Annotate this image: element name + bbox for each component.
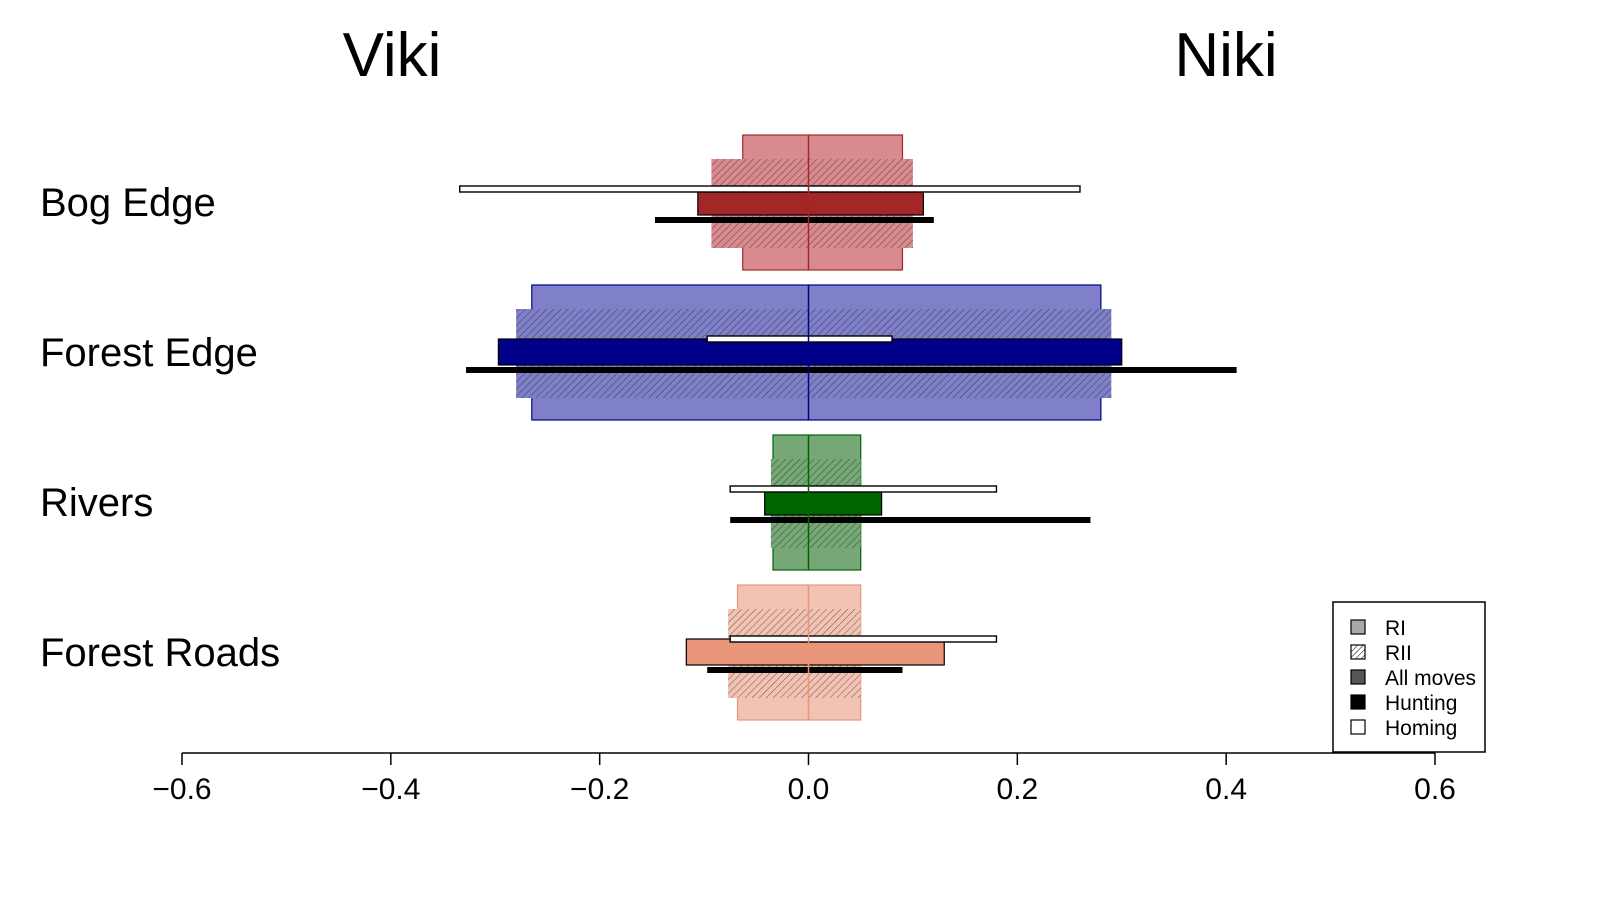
- legend-label-ri: RI: [1385, 617, 1406, 640]
- bar-rivers-homing: [729, 485, 998, 493]
- category-label-forest-edge: Forest Edge: [40, 331, 258, 375]
- bar-forest-roads-all-moves: [685, 638, 945, 666]
- legend-label-homing: Homing: [1385, 717, 1457, 740]
- bar-bog-edge-hunting: [655, 217, 934, 223]
- category-group-rivers: [729, 434, 1091, 571]
- x-tick-label: 0.4: [1205, 773, 1247, 806]
- x-tick-label: 0.6: [1414, 773, 1456, 806]
- category-label-bog-edge: Bog Edge: [40, 181, 216, 225]
- x-tick-label: 0.2: [996, 773, 1038, 806]
- category-label-rivers: Rivers: [40, 481, 153, 525]
- x-axis: −0.6 −0.4 −0.2 0.0 0.2 0.4 0.6: [152, 752, 1456, 806]
- x-tick-label: 0.0: [788, 773, 830, 806]
- bar-forest-roads-homing: [729, 635, 998, 643]
- x-tick-label: −0.4: [361, 773, 420, 806]
- left-title: Viki: [343, 21, 442, 90]
- category-label-forest-roads: Forest Roads: [40, 631, 280, 675]
- legend-swatch-rii: [1350, 644, 1366, 660]
- x-tick-label: −0.6: [152, 773, 211, 806]
- legend-label-all-moves: All moves: [1385, 667, 1476, 690]
- legend-swatch-hunting: [1350, 694, 1366, 710]
- category-labels: Bog Edge Forest Edge Rivers Forest Roads: [40, 181, 280, 675]
- bar-rivers-all-moves: [764, 488, 883, 516]
- bar-forest-edge-hunting: [466, 367, 1237, 373]
- bar-rivers-hunting: [730, 517, 1091, 523]
- right-title: Niki: [1174, 21, 1277, 90]
- legend-swatch-all-moves: [1350, 669, 1366, 685]
- category-group-forest-edge: [466, 284, 1237, 421]
- legend-swatch-homing: [1350, 719, 1366, 735]
- bar-bog-edge-all-moves: [697, 188, 924, 216]
- legend-label-hunting: Hunting: [1385, 692, 1457, 715]
- bar-bog-edge-homing: [459, 185, 1081, 193]
- bar-forest-roads-hunting: [707, 667, 903, 673]
- bar-forest-edge-homing: [706, 335, 893, 343]
- legend-label-rii: RII: [1385, 642, 1412, 665]
- bars-group: [459, 134, 1237, 721]
- category-group-bog-edge: [459, 134, 1081, 271]
- category-group-forest-roads: [685, 584, 998, 721]
- legend-swatch-ri: [1350, 619, 1366, 635]
- x-tick-label: −0.2: [570, 773, 629, 806]
- bar-forest-edge-all-moves: [497, 338, 1123, 366]
